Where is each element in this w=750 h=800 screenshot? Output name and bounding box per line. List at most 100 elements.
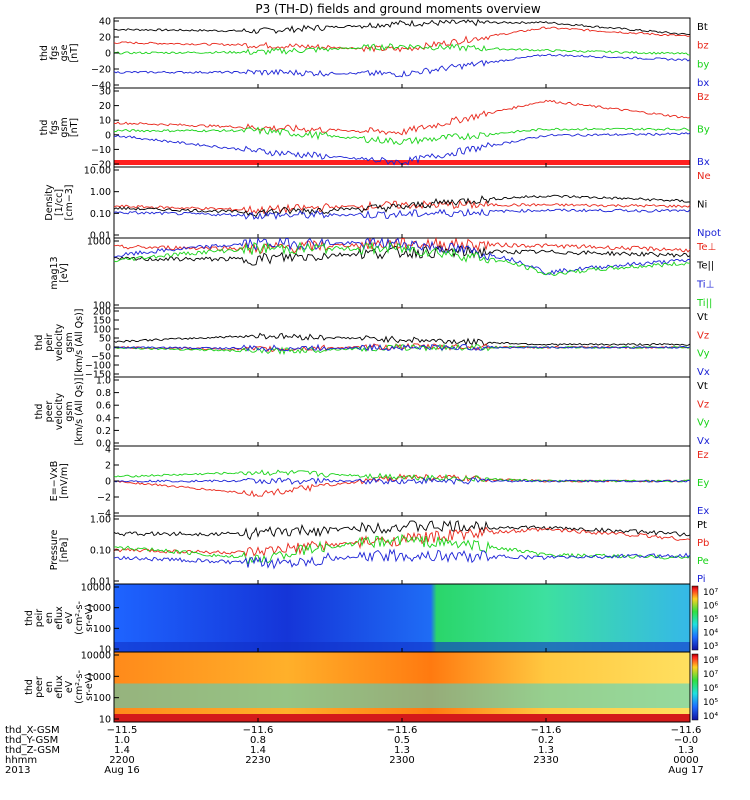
footer-value: 1.3	[538, 745, 554, 756]
flag-bar	[114, 160, 690, 165]
series-line-bz	[113, 26, 691, 53]
y-axis-label: eV	[64, 680, 75, 693]
footer-value: −11.6	[243, 725, 274, 736]
footer-value: −11.6	[531, 725, 562, 736]
colorbar	[691, 653, 699, 721]
series-line-Vx	[113, 343, 691, 352]
y-axis-label: en	[44, 681, 55, 693]
footer-value: 0.8	[250, 735, 266, 746]
y-axis-label: gse	[59, 44, 70, 61]
legend-entry: Bx	[697, 157, 710, 168]
y-tick-label: 0.0	[96, 439, 111, 450]
y-axis-label: gsm	[59, 117, 70, 137]
legend-entry: Ti||	[696, 298, 712, 309]
y-axis-label: [mV/m]	[59, 463, 70, 499]
panel-10: 10⁸ 10⁷ 10⁶ 10⁵ 10⁴ 10000 1000 100 10 thd peer en ef…	[24, 651, 718, 726]
y-axis-label: [nT]	[69, 43, 80, 62]
y-tick-label: 100	[93, 325, 111, 336]
y-tick-label: 10000	[81, 583, 111, 594]
y-tick-label: 1000	[87, 603, 111, 614]
colorbar-label: 10⁵	[703, 698, 718, 708]
legend-entry: Vz	[697, 330, 709, 341]
y-axis-label: eflux	[54, 675, 65, 699]
y-tick-label: −2	[97, 493, 111, 504]
y-axis-label: thd	[39, 45, 50, 61]
y-axis-label: gsm	[64, 332, 75, 352]
y-tick-label: 0	[105, 49, 111, 60]
series-line-Pi	[113, 548, 691, 570]
y-tick-label: 0	[105, 343, 111, 354]
legend-entry: Bt	[697, 22, 708, 33]
footer-value: −0.0	[674, 735, 698, 746]
footer-value: 1.3	[394, 745, 410, 756]
colorbar-label: 10³	[703, 642, 718, 652]
y-tick-label: 1.00	[90, 515, 111, 526]
y-tick-label: 0.2	[96, 426, 111, 437]
series-line-Pb	[113, 526, 691, 558]
y-tick-label: 0.6	[96, 401, 111, 412]
y-tick-label: 10.00	[84, 166, 111, 177]
footer-value: 2330	[533, 755, 558, 766]
legend-entry: Ti⊥	[696, 279, 714, 290]
y-tick-label: −50	[91, 352, 111, 363]
y-tick-label: −20	[91, 65, 111, 76]
y-tick-label: 20	[99, 101, 111, 112]
y-tick-label: 10	[99, 645, 111, 656]
y-axis-label: sr-eV)	[84, 604, 95, 632]
y-tick-label: 0	[105, 130, 111, 141]
footer-row-label: thd_Y-GSM	[5, 735, 58, 746]
series-line-Vy	[113, 343, 691, 356]
series-line-Vt	[113, 332, 691, 347]
y-tick-label: 1000	[87, 237, 111, 248]
legend-entry: Pt	[697, 520, 707, 531]
y-tick-label: 10	[99, 715, 111, 726]
series-line-Pe	[113, 533, 691, 565]
footer-value: Aug 17	[668, 765, 703, 776]
panel-frame	[113, 515, 691, 585]
spectrogram-fill	[114, 584, 690, 652]
series-line-Bt	[113, 18, 690, 35]
y-tick-label: 4	[105, 445, 111, 456]
legend-entry: bz	[697, 41, 709, 52]
series-line-Ne	[113, 200, 691, 215]
legend-entry: Vt	[697, 381, 708, 392]
y-tick-label: −150	[85, 370, 111, 381]
colorbar-label: 10⁴	[703, 712, 718, 722]
y-axis-label: thd	[39, 120, 50, 136]
y-axis-label: mag13	[49, 256, 60, 289]
footer-value: −11.6	[387, 725, 418, 736]
footer-value: −11.5	[107, 725, 138, 736]
y-tick-label: 100	[93, 624, 111, 635]
footer-value: 2200	[109, 755, 134, 766]
y-axis-label: peir	[34, 609, 45, 628]
y-tick-label: −20	[91, 160, 111, 171]
legend-entry: Te||	[696, 261, 714, 272]
footer-value: 0.2	[538, 735, 554, 746]
series-line-Ez	[113, 473, 691, 498]
legend-entry: Vx	[697, 367, 710, 378]
legend-entry: Bz	[697, 92, 709, 103]
panel-8: 1.00 0.10 0.01 Pressure [nPa] Pt Pb Pe Pi	[49, 515, 709, 588]
legend-entry: Vy	[697, 349, 710, 360]
y-tick-label: 0.8	[96, 388, 111, 399]
series-line-Pt	[113, 519, 691, 541]
y-tick-label: −4	[97, 509, 111, 520]
series-line-Ey	[113, 469, 690, 483]
colorbar-label: 10⁶	[703, 684, 718, 694]
series-line-Npot	[113, 208, 691, 220]
y-axis-label: velocity	[54, 324, 65, 362]
position-footer: thd_X-GSM −11.5 −11.6 −11.6 −11.6 −11.6 thd_Y-…	[5, 725, 704, 776]
footer-value: 0000	[673, 755, 698, 766]
series-line-bx	[113, 53, 691, 78]
panel-frame	[113, 166, 691, 239]
y-axis-label: [eV]	[59, 263, 70, 283]
legend-entry: Pe	[697, 556, 709, 567]
legend-entry: Pb	[697, 538, 709, 549]
legend-entry: Ne	[697, 171, 711, 182]
y-tick-label: 40	[99, 17, 111, 28]
y-axis-label: peer	[34, 676, 45, 698]
y-tick-label: 100	[93, 301, 111, 312]
panel-4: 1000 100 mag13 [eV] Te⊥ Te|| Ti⊥ Ti||	[49, 237, 716, 312]
spectrogram-band	[114, 683, 690, 708]
y-axis-label: [1/cc]	[54, 189, 65, 216]
